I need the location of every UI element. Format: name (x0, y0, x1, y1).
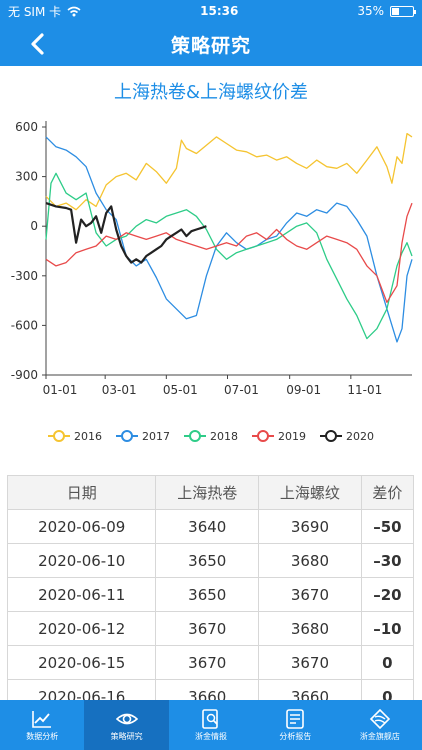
nav-bar: 策略研究 (0, 22, 422, 66)
y-tick-label: -300 (11, 269, 38, 283)
status-left: 无 SIM 卡 (8, 3, 81, 20)
y-tick-label: 300 (15, 170, 38, 184)
legend-marker (48, 430, 70, 442)
series-line-2016 (45, 132, 413, 211)
cell-date: 2020-06-15 (6, 645, 157, 680)
x-tick-label: 01-01 (43, 383, 78, 397)
legend-marker (320, 430, 342, 442)
report-search-icon (202, 708, 218, 729)
table-row: 2020-06-11 3650 3670 –20 (6, 577, 415, 612)
y-tick-label: -900 (11, 368, 38, 382)
series-line-2020 (45, 202, 207, 264)
cell-hot-rolled: 3650 (155, 577, 260, 612)
series-line-2019 (45, 202, 413, 303)
x-tick-label: 07-01 (224, 383, 259, 397)
battery-fill (391, 7, 399, 15)
cell-rebar: 3670 (258, 645, 362, 680)
x-tick-label: 05-01 (163, 383, 198, 397)
chevron-left-icon (31, 33, 44, 55)
legend-item-2016[interactable]: 2016 (48, 430, 102, 443)
cell-hot-rolled: 3670 (155, 645, 260, 680)
cell-spread: –20 (360, 577, 415, 612)
cell-date: 2020-06-09 (6, 509, 157, 544)
legend-item-2020[interactable]: 2020 (320, 430, 374, 443)
chart-legend: 2016 2017 2018 2019 2020 (0, 424, 422, 448)
tab-label: 策略研究 (110, 731, 143, 741)
header-spread: 差价 (360, 475, 415, 510)
legend-item-2019[interactable]: 2019 (252, 430, 306, 443)
chart-title: 上海热卷&上海螺纹价差 (113, 82, 309, 103)
cell-rebar: 3690 (258, 509, 362, 544)
table-row: 2020-06-12 3670 3680 –10 (6, 611, 415, 646)
header-rebar: 上海螺纹 (258, 475, 362, 510)
cell-hot-rolled: 3670 (155, 611, 260, 646)
tab-data-analysis[interactable]: 数据分析 (0, 700, 84, 750)
document-icon (286, 708, 305, 729)
tab-label: 数据分析 (26, 731, 59, 741)
table-row: 2020-06-09 3640 3690 –50 (6, 509, 415, 544)
back-button[interactable] (22, 30, 52, 58)
tab-label: 浙金旗舰店 (359, 731, 400, 741)
cell-rebar: 3680 (258, 611, 362, 646)
legend-label: 2018 (210, 429, 238, 443)
table-header-row: 日期 上海热卷 上海螺纹 差价 (6, 475, 415, 510)
battery-icon (389, 5, 416, 17)
header-hot-rolled: 上海热卷 (155, 475, 260, 510)
page-title: 策略研究 (170, 34, 251, 57)
table-row: 2020-06-10 3650 3680 –30 (6, 543, 415, 578)
cell-date: 2020-06-12 (6, 611, 157, 646)
bottom-tab-bar: 数据分析 策略研究 浙金情报 分析报告 浙金旗舰店 (0, 700, 422, 750)
cell-rebar: 3680 (258, 543, 362, 578)
status-bar: 无 SIM 卡 15:36 35% (0, 0, 422, 22)
tab-label: 浙金情报 (195, 731, 228, 741)
series-line-2017 (45, 136, 413, 343)
cell-date: 2020-06-11 (6, 577, 157, 612)
legend-label: 2016 (74, 429, 102, 443)
cell-spread: –30 (360, 543, 415, 578)
legend-marker (184, 430, 206, 442)
table-row: 2020-06-15 3670 3670 0 (6, 645, 415, 680)
tab-label: 分析报告 (279, 731, 312, 741)
legend-item-2017[interactable]: 2017 (116, 430, 170, 443)
chart-icon (32, 710, 52, 728)
cell-date: 2020-06-10 (6, 543, 157, 578)
cell-hot-rolled: 3650 (155, 543, 260, 578)
tab-zhejin-intel[interactable]: 浙金情报 (169, 700, 253, 750)
y-tick-label: 600 (15, 120, 38, 134)
x-tick-label: 09-01 (286, 383, 321, 397)
battery-percent: 35% (357, 4, 384, 18)
cell-hot-rolled: 3640 (155, 509, 260, 544)
legend-label: 2017 (142, 429, 170, 443)
tab-strategy-research[interactable]: 策略研究 (84, 700, 169, 750)
legend-marker (252, 430, 274, 442)
store-icon (369, 708, 390, 729)
legend-item-2018[interactable]: 2018 (184, 430, 238, 443)
tab-analysis-report[interactable]: 分析报告 (253, 700, 337, 750)
cell-spread: –10 (360, 611, 415, 646)
y-tick-label: 0 (30, 219, 38, 233)
cell-spread: 0 (360, 645, 415, 680)
price-table: 日期 上海热卷 上海螺纹 差价 2020-06-09 3640 3690 –50… (6, 475, 415, 714)
price-spread-chart: 600 300 0 -300 -600 -900 01-01 03-01 05-01 07-01 0… (11, 120, 413, 397)
wifi-icon (67, 6, 81, 16)
tab-flagship-store[interactable]: 浙金旗舰店 (338, 700, 422, 750)
x-tick-label: 11-01 (347, 383, 382, 397)
eye-icon (115, 713, 138, 724)
x-tick-label: 03-01 (102, 383, 137, 397)
y-tick-label: -600 (11, 318, 38, 332)
cell-spread: –50 (360, 509, 415, 544)
status-right: 35% (357, 4, 416, 18)
legend-marker (116, 430, 138, 442)
header-date: 日期 (6, 475, 157, 510)
legend-label: 2019 (278, 429, 306, 443)
status-time: 15:36 (200, 4, 239, 18)
legend-label: 2020 (346, 429, 374, 443)
cell-rebar: 3670 (258, 577, 362, 612)
series-line-2018 (45, 172, 413, 340)
carrier-label: 无 SIM 卡 (8, 4, 62, 19)
